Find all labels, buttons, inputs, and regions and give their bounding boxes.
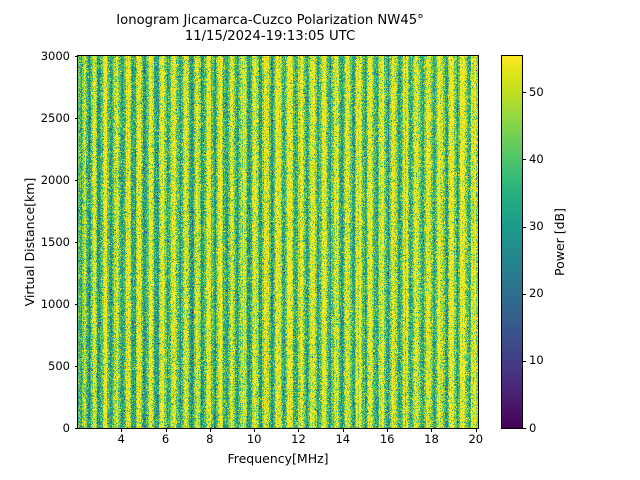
x-tick-mark (254, 428, 256, 432)
colorbar-tick-mark (522, 293, 526, 295)
y-tick-label: 2000 (40, 172, 70, 187)
y-tick-mark (74, 366, 78, 367)
colorbar-tick-mark (522, 226, 526, 228)
colorbar-tick-label: 0 (529, 420, 537, 435)
x-tick-label: 20 (468, 432, 484, 446)
y-tick-label: 3000 (40, 48, 70, 63)
y-tick-mark (74, 118, 78, 119)
x-tick-mark (121, 428, 123, 432)
x-tick-label: 6 (161, 432, 170, 446)
x-tick-label: 18 (424, 432, 439, 446)
y-tick-mark (74, 242, 78, 243)
colorbar-tick-label: 30 (529, 219, 544, 234)
colorbar-tick-label: 40 (529, 151, 544, 166)
chart-title-line-2: 11/15/2024-19:13:05 UTC (184, 29, 356, 44)
y-tick-label: 0 (62, 420, 70, 435)
colorbar-gradient (502, 56, 522, 428)
colorbar-tick-mark (522, 92, 526, 94)
y-tick-label: 1000 (40, 296, 70, 311)
x-tick-label: 10 (246, 432, 262, 446)
colorbar-tick-mark (522, 159, 526, 161)
colorbar-label: Power [dB] (552, 207, 567, 277)
x-tick-mark (475, 428, 477, 432)
x-axis-label: Frequency[MHz] (227, 451, 329, 466)
colorbar-tick-label: 10 (529, 353, 544, 368)
x-tick-mark (342, 428, 344, 432)
colorbar[interactable] (501, 55, 523, 429)
x-tick-mark (431, 428, 433, 432)
x-tick-mark (298, 428, 300, 432)
y-tick-label: 2500 (40, 110, 70, 125)
y-tick-mark (74, 180, 78, 181)
y-axis-label: Virtual Distance[km] (22, 177, 37, 307)
chart-title: Ionogram Jicamarca-Cuzco Polarization NW… (0, 13, 540, 45)
x-tick-label: 16 (379, 432, 395, 446)
colorbar-tick-mark (522, 360, 526, 362)
y-tick-mark (74, 304, 78, 305)
y-tick-mark (74, 428, 78, 429)
x-tick-label: 8 (206, 432, 214, 446)
ionogram-heatmap (78, 56, 478, 428)
x-tick-mark (209, 428, 211, 432)
chart-title-line-1: Ionogram Jicamarca-Cuzco Polarization NW… (116, 13, 424, 28)
x-tick-mark (165, 428, 167, 432)
x-tick-label: 12 (291, 432, 306, 446)
colorbar-tick-mark (522, 428, 526, 429)
ionogram-plot-area[interactable] (77, 55, 479, 429)
y-tick-label: 500 (48, 358, 70, 373)
colorbar-tick-label: 20 (529, 286, 544, 301)
y-tick-mark (74, 56, 78, 57)
y-tick-label: 1500 (40, 234, 70, 249)
x-tick-label: 14 (335, 432, 351, 446)
x-tick-label: 4 (117, 432, 125, 446)
x-tick-mark (387, 428, 389, 432)
colorbar-tick-label: 50 (529, 84, 544, 99)
